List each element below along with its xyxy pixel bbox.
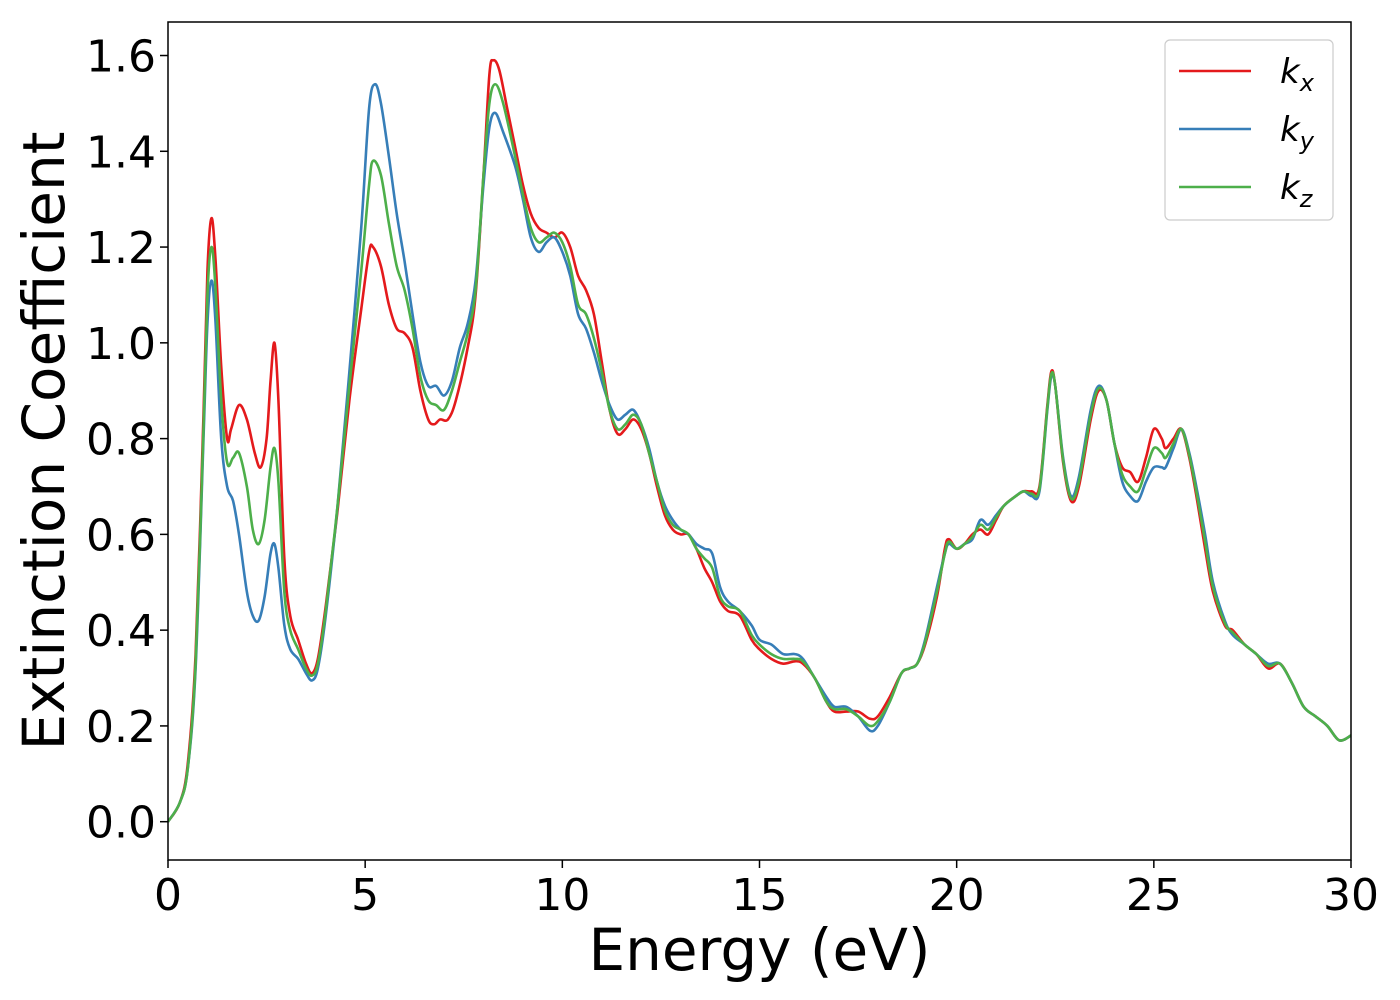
y-tick-label: 1.6 [86,32,156,83]
y-tick-label: 0.8 [86,415,156,466]
x-tick-label: 25 [1126,870,1182,921]
legend-label-main: k [1280,52,1301,92]
x-tick-label: 10 [534,870,590,921]
x-tick-label: 5 [351,870,379,921]
y-axis-ticks: 0.0 0.2 0.4 0.6 0.8 1.0 1.2 1.4 1.6 [86,32,168,849]
legend-label-main: k [1280,168,1301,208]
series-line-k-z [168,82,1351,823]
plot-lines [168,58,1351,823]
y-tick-label: 1.2 [86,223,156,274]
y-axis-title: Extinction Coefficient [10,132,78,751]
x-axis-ticks: 0 5 10 15 20 25 30 [154,860,1379,921]
legend-label-subscript: x [1299,69,1315,97]
legend-label-subscript: z [1299,185,1314,213]
x-axis-title: Energy (eV) [588,916,930,984]
legend-label-subscript: y [1299,127,1315,155]
y-tick-label: 1.4 [86,127,156,178]
y-tick-label: 1.0 [86,319,156,370]
y-tick-label: 0.2 [86,702,156,753]
y-tick-label: 0.6 [86,510,156,561]
y-tick-label: 0.0 [86,798,156,849]
x-tick-label: 0 [154,870,182,921]
y-tick-label: 0.4 [86,606,156,657]
x-tick-label: 20 [929,870,985,921]
x-tick-label: 15 [732,870,788,921]
legend-label-k-x: kx [1280,52,1315,97]
legend-label-main: k [1280,110,1301,150]
x-tick-label: 30 [1323,870,1379,921]
legend-label-k-z: kz [1280,168,1314,213]
legend-label-k-y: ky [1280,110,1315,155]
